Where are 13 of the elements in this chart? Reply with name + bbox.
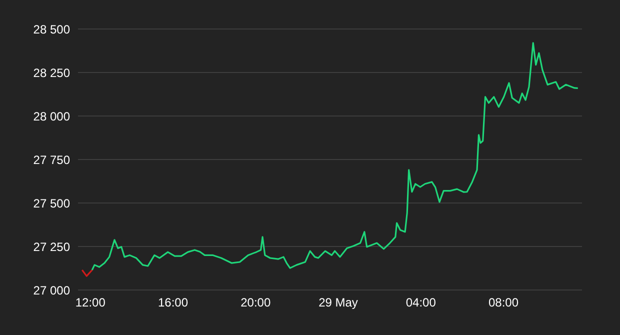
y-tick-label: 28 250 [33, 66, 70, 80]
y-tick-label: 27 500 [33, 196, 70, 210]
x-tick-label: 04:00 [406, 296, 436, 310]
x-tick-label: 12:00 [75, 296, 106, 310]
x-tick-label: 08:00 [488, 296, 519, 310]
y-tick-label: 28 500 [33, 22, 70, 36]
x-tick-label: 16:00 [158, 296, 188, 310]
y-tick-label: 27 000 [33, 283, 70, 298]
x-tick-label: 20:00 [240, 296, 271, 310]
x-tick-label: 29 May [318, 296, 358, 310]
y-tick-label: 27 750 [33, 152, 70, 167]
y-tick-label: 27 250 [33, 240, 70, 254]
y-tick-label: 28 000 [33, 109, 70, 124]
